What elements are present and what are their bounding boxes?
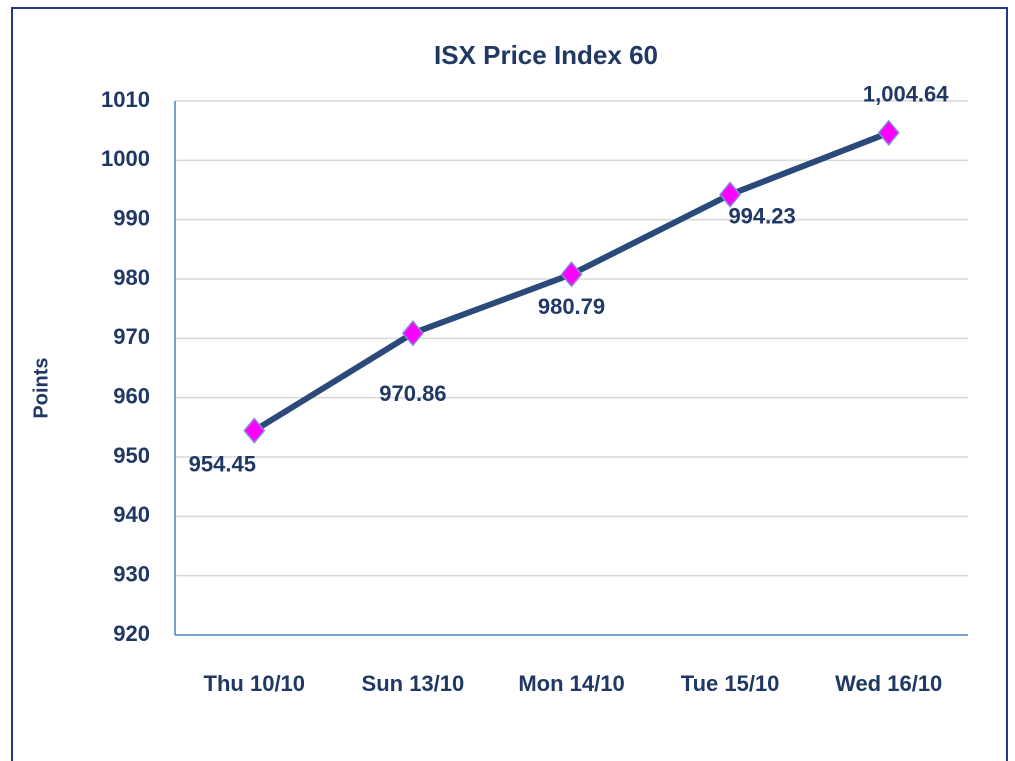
y-tick-label: 930 <box>113 561 150 586</box>
y-tick-label: 1000 <box>101 146 150 171</box>
x-tick-label: Tue 15/10 <box>681 671 780 696</box>
marker <box>243 417 266 444</box>
x-tick-label: Thu 10/10 <box>204 671 305 696</box>
chart-title: ISX Price Index 60 <box>434 40 658 70</box>
marker <box>560 261 583 288</box>
x-tick-label: Sun 13/10 <box>362 671 465 696</box>
marker <box>719 181 742 208</box>
y-tick-label: 940 <box>113 502 150 527</box>
marker <box>877 119 900 146</box>
y-tick-label: 920 <box>113 621 150 646</box>
data-label: 980.79 <box>538 294 605 319</box>
data-label: 954.45 <box>189 451 256 476</box>
y-tick-label: 970 <box>113 324 150 349</box>
data-label: 1,004.64 <box>863 82 949 107</box>
y-tick-label: 1010 <box>101 87 150 112</box>
y-tick-label: 960 <box>113 383 150 408</box>
marker <box>401 320 424 347</box>
data-label: 970.86 <box>379 381 446 406</box>
frame <box>11 7 1008 761</box>
x-tick-label: Wed 16/10 <box>835 671 942 696</box>
y-axis-label: Points <box>30 357 52 418</box>
y-tick-label: 990 <box>113 205 150 230</box>
y-tick-label: 980 <box>113 265 150 290</box>
y-tick-label: 950 <box>113 443 150 468</box>
data-label: 994.23 <box>728 203 795 228</box>
x-tick-label: Mon 14/10 <box>518 671 624 696</box>
